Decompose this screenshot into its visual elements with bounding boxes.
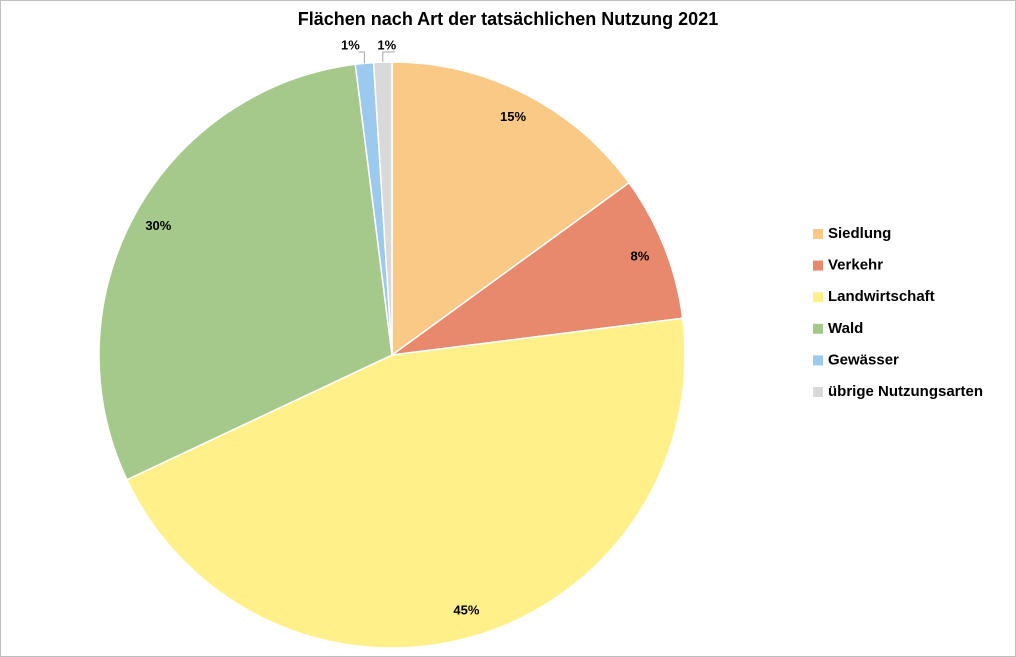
legend-label: Verkehr <box>828 257 883 274</box>
legend-swatch <box>813 323 823 334</box>
chart-title: Flächen nach Art der tatsächlichen Nutzu… <box>298 9 718 29</box>
legend-label: Landwirtschaft <box>828 288 935 305</box>
value-label: 45% <box>453 602 479 617</box>
pie-slice <box>98 63 393 481</box>
legend-label: Siedlung <box>828 225 891 242</box>
legend-swatch <box>813 229 823 239</box>
pie-slice <box>372 61 393 356</box>
leader-line <box>358 51 365 64</box>
pie-slice <box>125 317 686 649</box>
legend-label: Gewässer <box>828 351 899 368</box>
legend-label: übrige Nutzungsarten <box>828 383 983 400</box>
legend-label: Wald <box>828 320 863 337</box>
value-label: 8% <box>631 248 650 263</box>
legend-swatch <box>813 260 823 271</box>
legend-swatch <box>813 355 823 366</box>
value-label: 15% <box>500 109 526 124</box>
leader-line <box>382 51 395 63</box>
value-label: 30% <box>145 218 171 233</box>
value-label: 1% <box>341 37 360 52</box>
value-label: 1% <box>377 37 396 52</box>
pie-slice <box>391 61 631 357</box>
pie-slice <box>391 181 684 356</box>
legend-swatch <box>813 292 823 303</box>
legend-swatch <box>813 387 823 397</box>
